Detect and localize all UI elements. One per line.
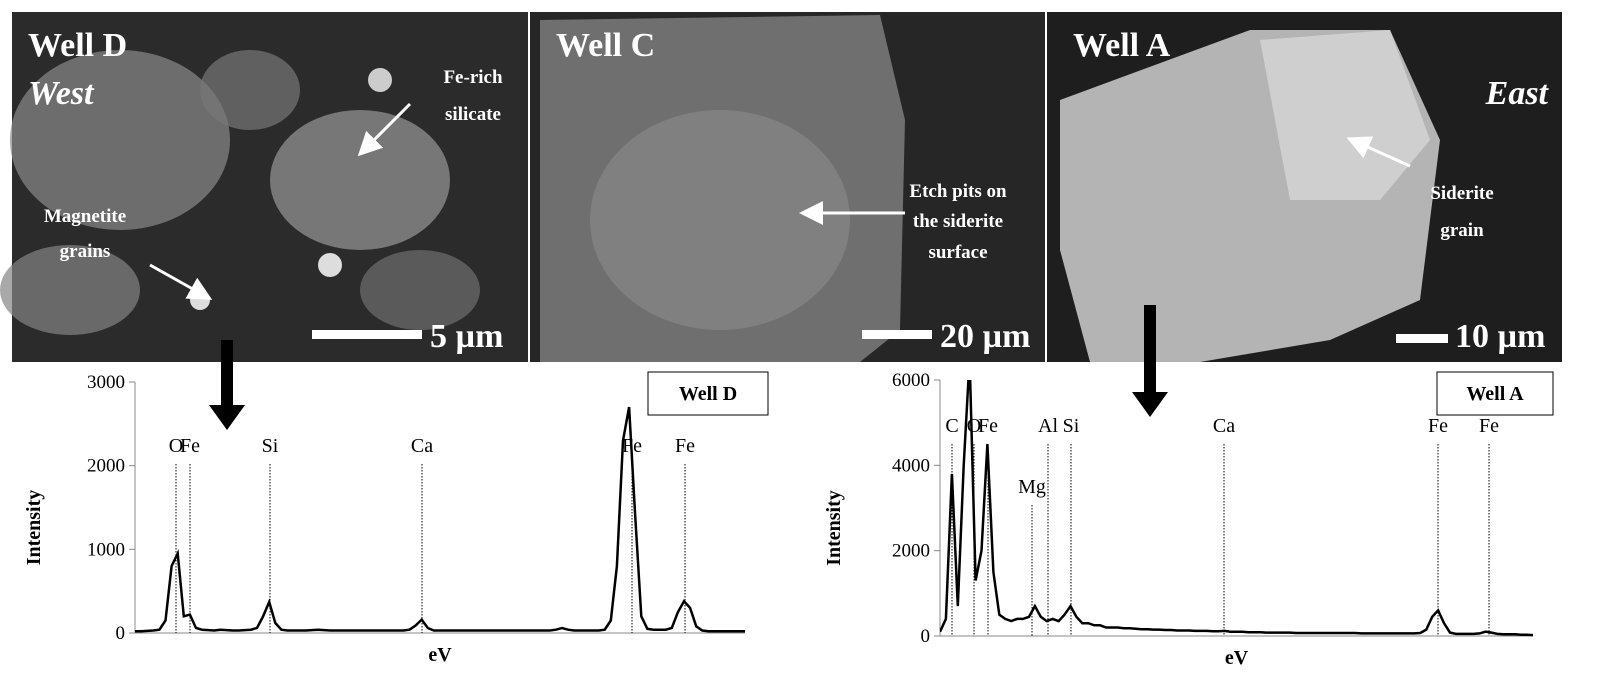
well-label: Well A bbox=[1073, 27, 1171, 64]
spectrum-line bbox=[135, 407, 745, 631]
annotation: surface bbox=[928, 242, 987, 263]
y-tick-label: 2000 bbox=[87, 456, 125, 477]
peak-label: C bbox=[945, 415, 958, 437]
y-tick-label: 6000 bbox=[892, 370, 930, 391]
y-tick-label: 1000 bbox=[87, 539, 125, 560]
well-label: Well C bbox=[556, 27, 655, 64]
peak-label: Al bbox=[1038, 415, 1058, 437]
direction-label: East bbox=[1485, 75, 1550, 112]
peak-label: Fe bbox=[1479, 415, 1499, 437]
peak-label: Fe bbox=[675, 435, 695, 457]
y-tick-label: 2000 bbox=[892, 541, 930, 562]
scale-bar-label: 5 µm bbox=[430, 318, 503, 355]
well-label: Well D bbox=[28, 27, 127, 64]
peak-label: Fe bbox=[1428, 415, 1448, 437]
legend-label: Well A bbox=[1466, 383, 1524, 405]
figure: Well D West Fe-rich silicate Magnetite g… bbox=[0, 0, 1623, 697]
peak-label: Ca bbox=[411, 435, 433, 457]
scale-bar-label: 10 µm bbox=[1455, 318, 1545, 355]
x-axis-title: eV bbox=[1225, 647, 1249, 669]
peak-label: Fe bbox=[180, 435, 200, 457]
annotation: the siderite bbox=[913, 211, 1003, 232]
y-tick-label: 0 bbox=[116, 623, 126, 644]
scale-bar-label: 20 µm bbox=[940, 318, 1030, 355]
annotation: Magnetite bbox=[44, 206, 126, 227]
peak-label: Mg bbox=[1018, 476, 1046, 498]
annotation: silicate bbox=[445, 104, 501, 125]
annotation: grains bbox=[60, 241, 111, 262]
y-tick-label: 3000 bbox=[87, 372, 125, 393]
y-axis-title: Intensity bbox=[23, 490, 45, 566]
y-tick-label: 0 bbox=[921, 626, 931, 647]
legend-label: Well D bbox=[679, 383, 737, 405]
annotation: Etch pits on bbox=[909, 181, 1007, 202]
sem-image-well-d bbox=[0, 12, 528, 362]
direction-label: West bbox=[28, 75, 95, 112]
peak-label: Si bbox=[262, 435, 279, 457]
y-axis-title: Intensity bbox=[823, 490, 845, 566]
y-tick-label: 4000 bbox=[892, 455, 930, 476]
peak-label: Fe bbox=[978, 415, 998, 437]
annotation: Fe-rich bbox=[443, 67, 503, 88]
peak-label: Ca bbox=[1213, 415, 1235, 437]
annotation: Siderite bbox=[1430, 183, 1493, 204]
peak-label: Si bbox=[1063, 415, 1080, 437]
annotation: grain bbox=[1440, 220, 1484, 241]
x-axis-title: eV bbox=[428, 644, 452, 666]
